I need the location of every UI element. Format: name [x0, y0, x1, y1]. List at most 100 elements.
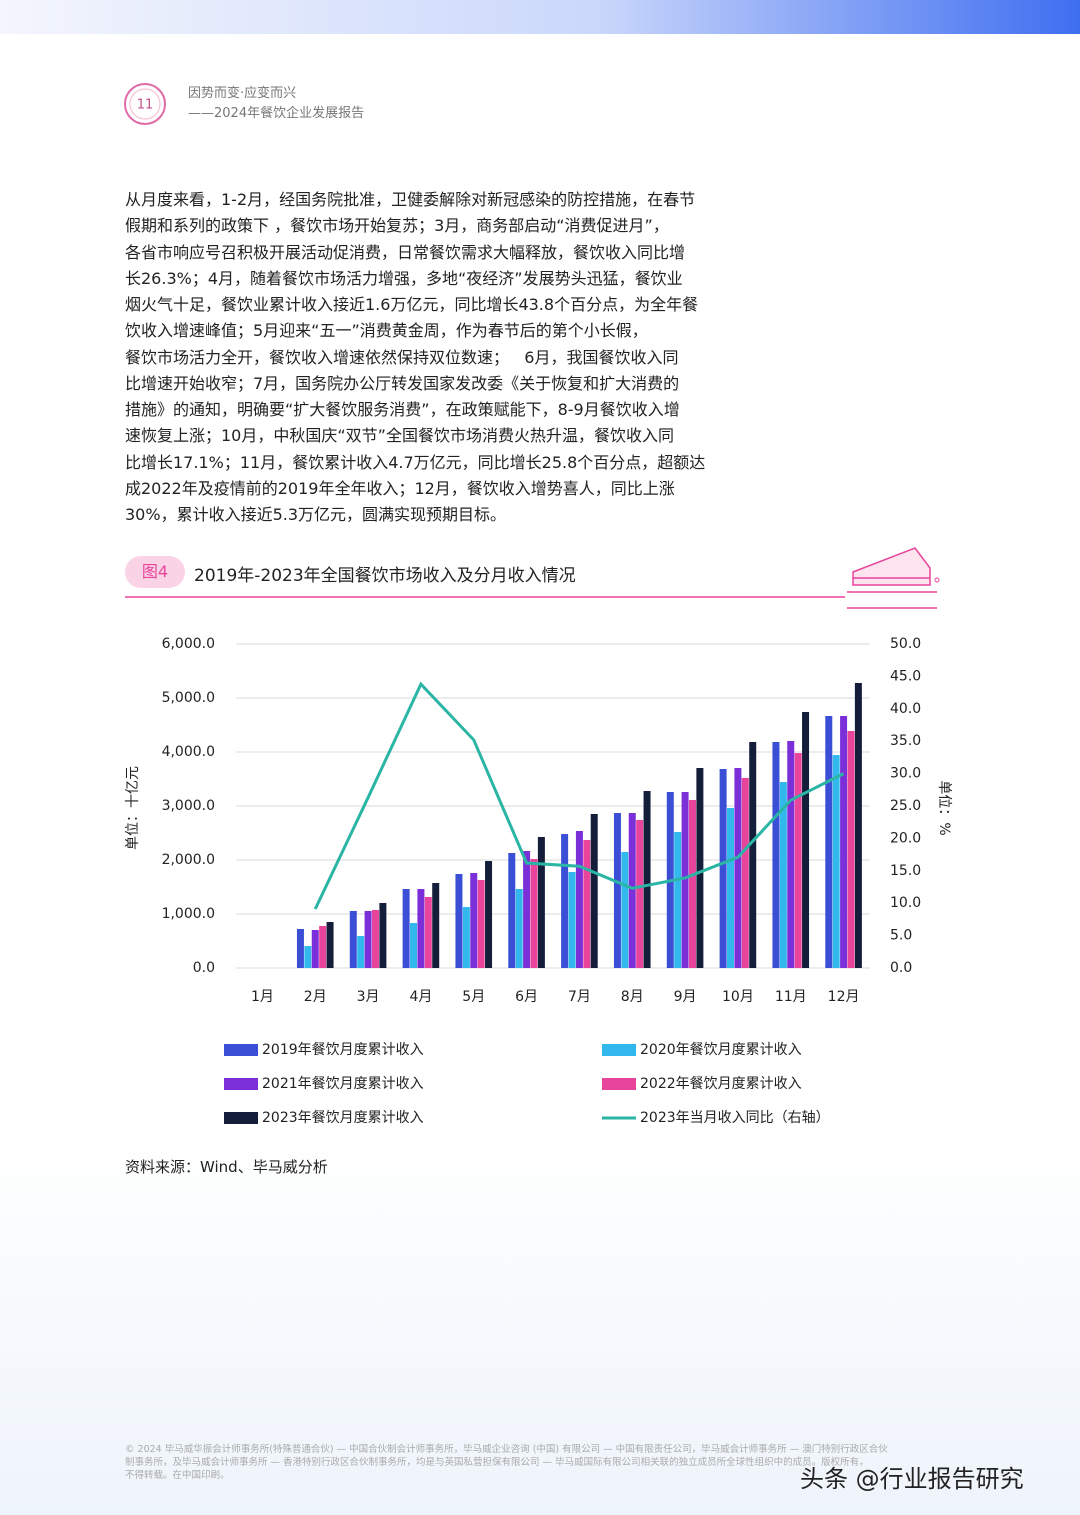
bar	[432, 883, 440, 968]
bar	[508, 852, 516, 968]
legend-label: 2022年餐饮月度累计收入	[640, 1076, 802, 1092]
bar	[681, 792, 689, 968]
text-line: 饮收入增速峰值；5月迎来“五一”消费黄金周，作为春节后的第个小长假，	[125, 321, 648, 341]
bar	[802, 711, 810, 968]
y2-axis-label: 单位：%	[936, 780, 952, 835]
bar	[523, 850, 531, 968]
bar	[402, 888, 410, 968]
footer-line: © 2024 毕马威华振会计师事务所(特殊普通合伙) — 中国合伙制会计师事务所…	[125, 1444, 888, 1455]
y2-tick-label: 50.0	[890, 636, 921, 652]
bar	[779, 782, 787, 968]
y2-tick-label: 0.0	[890, 960, 912, 976]
bar	[794, 753, 802, 968]
figure-title: 2019年-2023年全国餐饮市场收入及分月收入情况	[194, 566, 576, 586]
legend-label: 2021年餐饮月度累计收入	[262, 1076, 424, 1092]
bar	[719, 769, 727, 968]
bar	[847, 730, 855, 968]
text-line: 比增速开始收窄；7月，国务院办公厅转发国家发改委《关于恢复和扩大消费的	[125, 373, 680, 393]
bar	[636, 819, 644, 968]
bar	[462, 906, 470, 968]
line	[313, 681, 845, 910]
y-tick-label: 0.0	[193, 960, 215, 976]
x-tick-label: 9月	[674, 989, 697, 1005]
source: 资料来源：Wind、毕马威分析	[125, 1158, 328, 1176]
header-title: 因势而变·应变而兴	[188, 86, 297, 101]
bar	[455, 873, 463, 968]
watermark: 头条 @行业报告研究	[800, 1465, 1024, 1493]
bar	[561, 834, 569, 968]
bar	[613, 813, 621, 968]
x-tick-label: 8月	[621, 989, 644, 1005]
bar	[590, 813, 598, 968]
chart: 单位：十亿元 单位：% 0.0 1,000.0 2,000.0 3,000.0 4,00…	[125, 636, 952, 1126]
legend-swatch	[224, 1044, 258, 1056]
bar	[749, 742, 757, 968]
legend-label: 2023年餐饮月度累计收入	[262, 1110, 424, 1126]
bar	[349, 910, 357, 968]
x-tick-label: 4月	[409, 989, 432, 1005]
text-line: 速恢复上涨；10月，中秋国庆“双节”全国餐饮市场消费火热升温，餐饮收入同	[125, 426, 674, 446]
text-line: 各省市响应号召积极开展活动促消费，日常餐饮需求大幅释放，餐饮收入同比增	[125, 242, 686, 262]
figure-label: 图4	[125, 556, 185, 588]
x-tick-label: 12月	[828, 989, 860, 1005]
y-tick-label: 4,000.0	[162, 744, 215, 760]
bar	[537, 836, 545, 968]
x-tick-label: 11月	[775, 989, 807, 1005]
bar	[568, 871, 576, 968]
footer-line: 不得转载。在中国印刷。	[125, 1470, 230, 1481]
y-tick-label: 3,000.0	[162, 798, 215, 814]
bar	[304, 946, 312, 968]
bar	[832, 755, 840, 968]
bar	[621, 852, 629, 968]
bar	[772, 742, 780, 968]
text-line: 成2022年及疫情前的2019年全年收入；12月，餐饮收入增势喜人，同比上涨	[125, 478, 675, 498]
bar	[477, 879, 485, 968]
bar	[741, 777, 749, 968]
y2-tick-label: 40.0	[890, 701, 921, 717]
background	[0, 1130, 1080, 1515]
bar	[470, 873, 478, 968]
y-axis-label: 单位：十亿元	[125, 766, 141, 850]
y2-tick-label: 15.0	[890, 863, 921, 879]
top-bar	[0, 0, 1080, 34]
bar	[688, 800, 696, 968]
legend-label: 2020年餐饮月度累计收入	[640, 1042, 802, 1058]
y2-tick-label: 30.0	[890, 766, 921, 782]
bar	[583, 840, 591, 968]
bar	[674, 831, 682, 968]
text-line: 措施》的通知，明确要“扩大餐饮服务消费”，在政策赋能下，8-9月餐饮收入增	[125, 400, 680, 419]
legend-label: 2019年餐饮月度累计收入	[262, 1042, 424, 1058]
bar	[319, 925, 327, 968]
bar	[628, 813, 636, 968]
text-line: 30%，累计收入接近5.3万亿元，圆满实现预期目标。	[125, 505, 507, 524]
bar	[311, 929, 319, 968]
text-line: 餐饮市场活力全开，餐饮收入增速依然保持双位数速； 6月，我国餐饮收入同	[125, 347, 679, 367]
x-tick-label: 2月	[304, 989, 327, 1005]
footer-line: 制事务所，及毕马威会计师事务所 — 香港特别行政区合伙制事务所，均是与英国私营担…	[125, 1457, 869, 1468]
bar	[825, 715, 833, 968]
bar	[296, 929, 304, 968]
bar	[854, 682, 862, 968]
y-tick-label: 1,000.0	[162, 906, 215, 922]
figure-decoration	[125, 547, 940, 609]
text-line: 烟火气十足，餐饮业累计收入接近1.6万亿元，同比增长43.8个百分点，为全年餐	[125, 295, 699, 314]
page-badge: 11	[124, 83, 166, 125]
legend-swatch	[602, 1078, 636, 1090]
y2-tick-label: 45.0	[890, 668, 921, 684]
bar	[485, 861, 493, 968]
legend-swatch	[224, 1112, 258, 1124]
text-line: 长26.3%；4月，随着餐饮市场活力增强，多地“夜经济”发展势头迅猛，餐饮业	[125, 268, 683, 288]
header-subtitle: ——2024年餐饮企业发展报告	[188, 106, 365, 121]
page-number: 11	[137, 98, 154, 113]
x-tick-label: 7月	[568, 989, 591, 1005]
y-tick-label: 5,000.0	[162, 690, 215, 706]
y2-tick-label: 35.0	[890, 733, 921, 749]
bar	[357, 935, 365, 968]
x-tick-label: 6月	[515, 989, 538, 1005]
y-tick-label: 2,000.0	[162, 852, 215, 868]
bar	[787, 740, 795, 968]
bar	[410, 923, 418, 968]
bar	[424, 896, 432, 968]
bar	[417, 888, 425, 968]
